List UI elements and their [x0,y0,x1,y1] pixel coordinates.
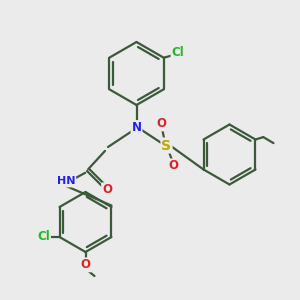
Text: O: O [168,159,178,172]
Text: N: N [131,121,142,134]
Text: Cl: Cl [172,46,184,59]
Text: O: O [102,183,112,196]
Text: S: S [161,139,172,152]
Text: O: O [80,258,91,272]
Text: Cl: Cl [37,230,50,244]
Text: O: O [156,117,166,130]
Text: HN: HN [57,176,75,187]
